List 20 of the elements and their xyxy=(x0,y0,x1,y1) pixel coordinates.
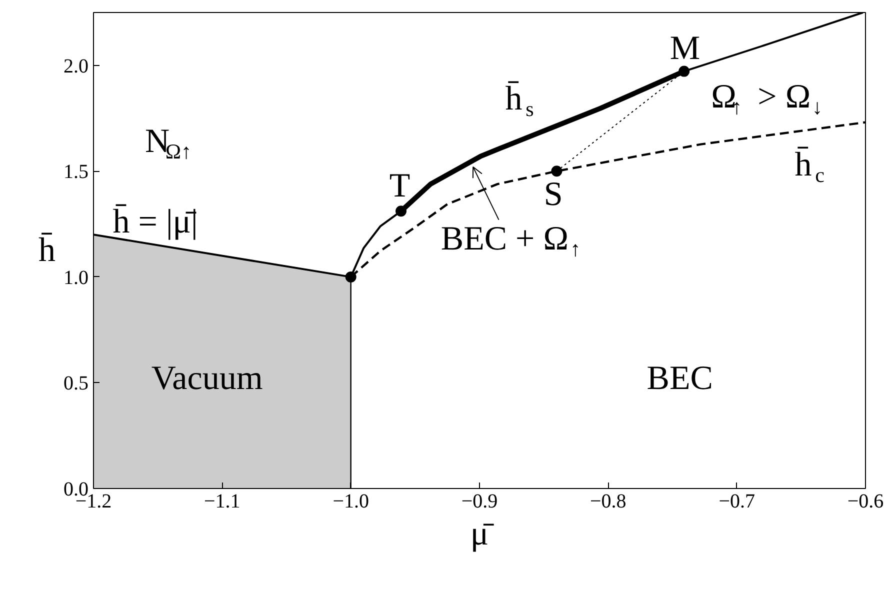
x-tick-label: −1.1 xyxy=(204,490,240,512)
annotation: h̄ = |μ̄| xyxy=(112,203,198,240)
y-tick-label: 1.0 xyxy=(64,266,88,289)
annotation: Ω↑ > Ω↓ xyxy=(711,78,823,120)
x-tick-label: −0.8 xyxy=(590,490,626,512)
x-axis-title: μ̄ xyxy=(470,516,495,552)
x-tick-label: −1.0 xyxy=(332,490,369,512)
annotation: BEC + Ω↑ xyxy=(440,220,581,261)
x-tick-label: −0.7 xyxy=(718,490,755,512)
y-tick-label: 2.0 xyxy=(64,55,88,78)
y-tick-label: 0.5 xyxy=(64,372,88,395)
x-tick-label: −0.6 xyxy=(847,490,884,512)
annotation: S xyxy=(544,176,563,213)
annotation: Vacuum xyxy=(151,360,263,397)
annotation: BEC xyxy=(646,360,713,397)
annotation: M xyxy=(670,30,700,67)
x-tick-label: −0.9 xyxy=(461,490,498,512)
y-axis-title: h̄ xyxy=(38,232,56,269)
y-tick-label: 1.5 xyxy=(64,161,88,184)
annotation: T xyxy=(389,167,410,204)
